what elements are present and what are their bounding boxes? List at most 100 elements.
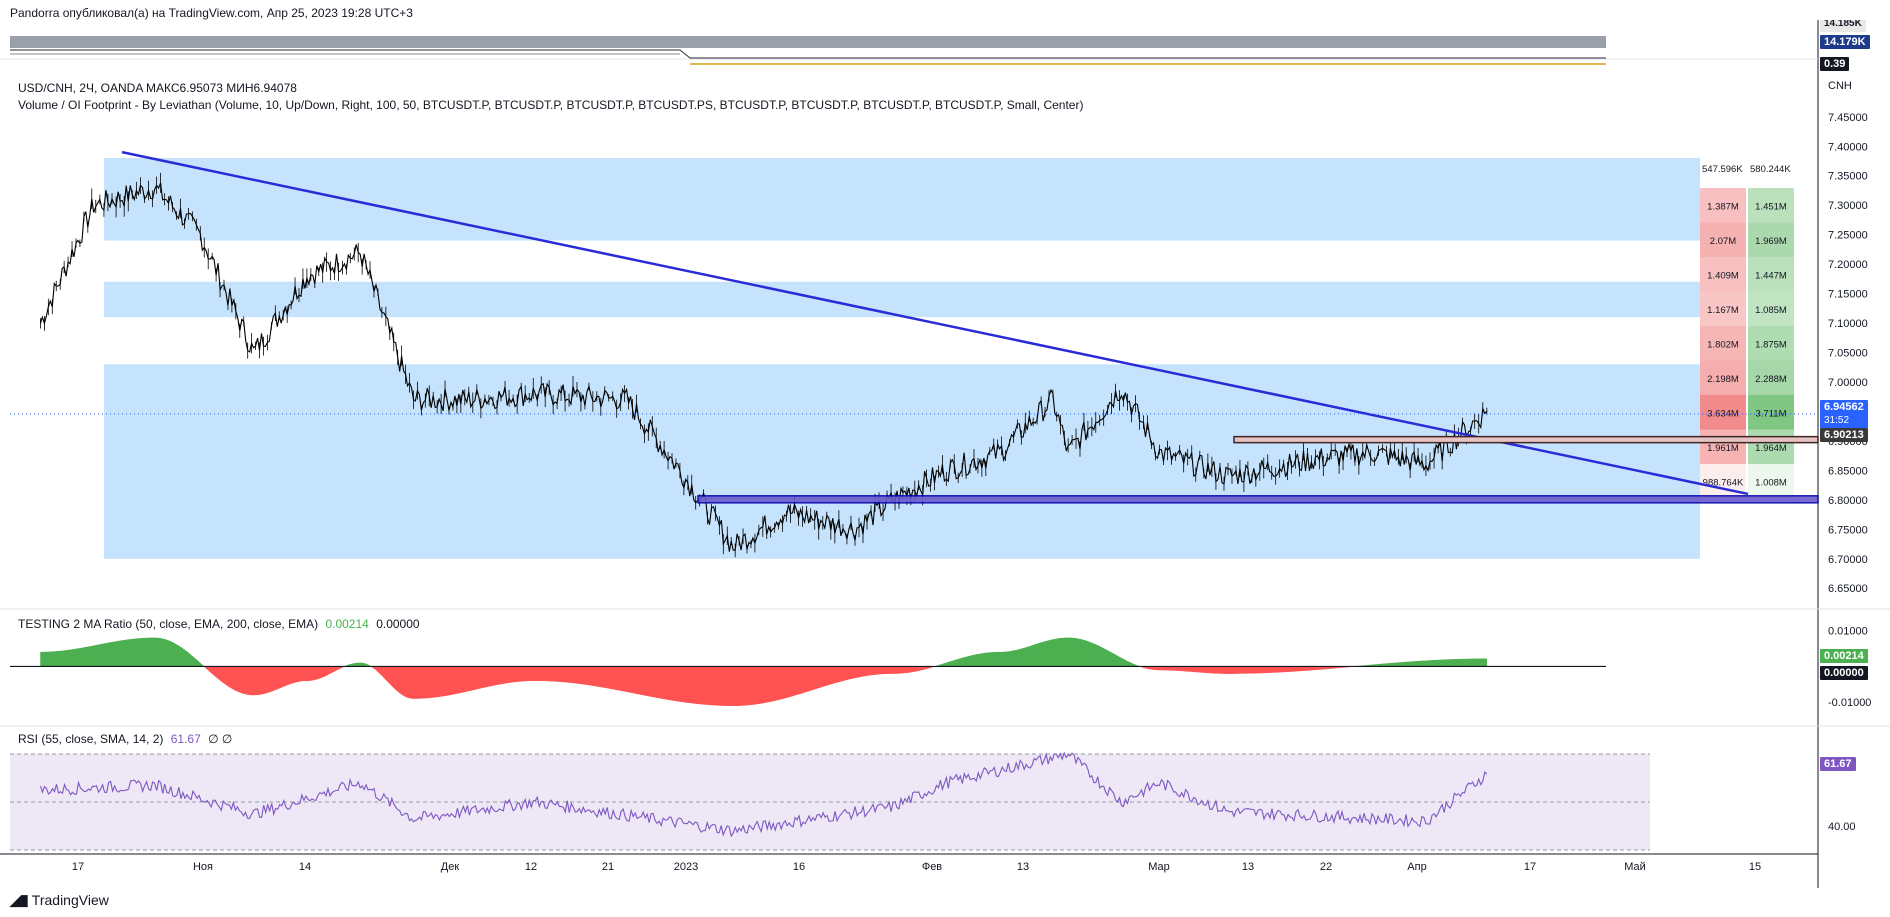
ma-ratio-area: [693, 666, 698, 704]
ma-ratio-area: [1077, 638, 1081, 667]
ma-ratio-area: [987, 652, 992, 667]
ma-ratio-area: [523, 666, 527, 682]
ma-ratio-area: [380, 666, 385, 679]
ma-ratio-area: [630, 666, 635, 694]
footprint-value-down: 1.409M: [1707, 270, 1739, 281]
ma-ratio-area: [838, 666, 843, 683]
ma-ratio-area: [1447, 659, 1451, 667]
ma-ratio-area: [609, 666, 614, 690]
ma-ratio-area: [799, 666, 803, 695]
resistance-level-band[interactable]: [1233, 435, 1819, 444]
ma-ratio-area: [565, 666, 569, 683]
ma-ratio-area: [1092, 642, 1096, 667]
rsi-line: [39, 751, 1488, 838]
ma-ratio-area: [253, 666, 257, 696]
ma-ratio-area: [262, 666, 266, 695]
ma-ratio-area: [115, 640, 119, 667]
ma-ratio-area: [395, 666, 399, 693]
ma-ratio-area: [439, 666, 444, 697]
ma-ratio-area: [130, 638, 134, 667]
ma-ratio-area: [1206, 666, 1211, 674]
ma-ratio-area: [196, 659, 200, 667]
ma-ratio-area: [1180, 666, 1184, 672]
ma-ratio-area: [772, 666, 776, 702]
ma-ratio-area: [1029, 645, 1033, 667]
footprint-value-down: 2.198M: [1707, 374, 1739, 385]
ma-legend-value2: 0.00000: [376, 617, 420, 631]
footprint-value-down: 3.634M: [1707, 408, 1739, 419]
ma-ratio-area: [1275, 666, 1280, 673]
ma-ratio-area: [1053, 638, 1057, 667]
ma-ratio-area: [148, 637, 152, 667]
ma-ratio-area: [639, 666, 644, 696]
ma-ratio-area: [220, 666, 224, 684]
support-level-band[interactable]: [697, 495, 1819, 504]
ma-ratio-area: [1080, 638, 1084, 667]
ma-current-label: 0.00214: [1820, 649, 1868, 663]
ma-ratio-area: [856, 666, 861, 678]
ma-ratio-area: [1189, 666, 1193, 672]
rsi-legend[interactable]: RSI (55, close, SMA, 14, 2) 61.67 ∅ ∅: [18, 732, 232, 746]
ma-ratio-area: [835, 666, 840, 684]
ma-ratio-area: [666, 666, 671, 701]
ma-ratio-area: [312, 666, 317, 681]
ma-ratio-area: [193, 656, 197, 667]
last-price-label[interactable]: 6.94562 31:52: [1820, 400, 1868, 428]
ma-legend[interactable]: TESTING 2 MA Ratio (50, close, EMA, 200,…: [18, 617, 420, 631]
ma-ratio-area: [1281, 666, 1286, 673]
ma-ratio-area: [79, 647, 83, 667]
ma-ratio-area: [1005, 651, 1009, 667]
footprint-header-down: 547.596K: [1702, 164, 1743, 175]
price-axis: 7.45000 7.40000 7.35000 7.30000 7.25000 7.200…: [1828, 112, 1868, 595]
ma-ratio-area: [672, 666, 677, 702]
ma-ratio-area: [904, 666, 909, 674]
time-tick-label: 13: [1242, 861, 1254, 873]
ma-ratio-area: [1174, 666, 1178, 671]
ma-ratio-area: [603, 666, 608, 689]
ma-ratio-area: [1064, 637, 1069, 667]
ma-ratio-area: [271, 666, 275, 692]
time-tick-label: Ноя: [193, 861, 213, 873]
ma-ratio-area: [1254, 666, 1259, 674]
ma-ratio-area: [826, 666, 830, 686]
ma-ratio-area: [600, 666, 605, 688]
tradingview-brand[interactable]: ◢▮ TradingView: [10, 891, 109, 909]
ma-ratio-area: [235, 666, 239, 693]
ma-ratio-area: [484, 666, 488, 688]
ma-ratio-area: [1008, 650, 1012, 667]
ma-ratio-area: [1058, 637, 1063, 667]
ma-ratio-area: [889, 666, 894, 674]
ma-ratio-area: [784, 666, 788, 699]
ma-ratio-area: [244, 666, 248, 695]
footprint-cell-down: [1700, 222, 1746, 257]
ma-ratio-area: [729, 666, 734, 706]
ma-ratio-area: [172, 641, 176, 667]
ma-ratio-area: [705, 666, 710, 706]
footprint-value-up: 1.875M: [1755, 339, 1787, 350]
top-volume-panel: [10, 36, 1606, 65]
rsi-legend-extra: ∅ ∅: [208, 732, 233, 746]
footprint-value-up: 1.085M: [1755, 305, 1787, 316]
ma-ratio-area: [214, 666, 218, 679]
ma-ratio-area: [850, 666, 855, 680]
level-price-label[interactable]: 6.90213: [1820, 428, 1868, 442]
time-axis: 17 Ноя 14 Дек 12 21 2023 16 Фев 13 Мар 13 22 Апр 17 Май…: [72, 861, 1761, 873]
ma-ratio-area: [1477, 658, 1482, 667]
price-tick-label: 7.25000: [1828, 230, 1868, 242]
ma-ratio-area: [136, 638, 140, 667]
ma-ratio-area: [865, 666, 870, 677]
ma-ratio-area: [121, 639, 125, 667]
symbol-legend[interactable]: USD/CNH, 2Ч, OANDA МАКС6.95073 МИН6.9407…: [18, 81, 297, 95]
price-tick-label: 6.70000: [1828, 554, 1868, 566]
ma-ratio-area: [547, 666, 551, 682]
indicator-legend[interactable]: Volume / OI Footprint - By Leviathan (Vo…: [18, 98, 1084, 112]
ma-ratio-area: [1459, 658, 1464, 667]
price-tick-label: 7.10000: [1828, 318, 1868, 330]
ma-ratio-area: [633, 666, 638, 695]
ma-ratio-area: [1095, 644, 1099, 667]
ma-ratio-area: [1263, 666, 1268, 674]
ma-ratio-area: [586, 666, 590, 686]
ma-ratio-area: [217, 666, 221, 682]
ma-ratio-area: [877, 666, 882, 675]
